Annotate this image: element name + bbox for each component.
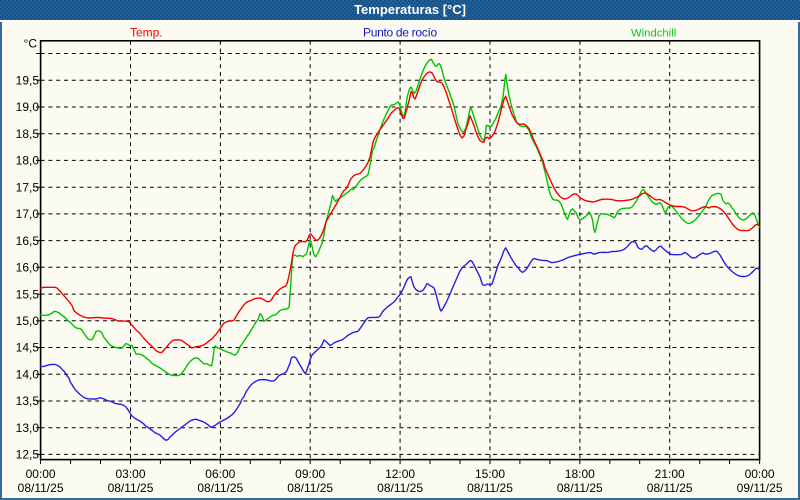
svg-text:16,0: 16,0 — [16, 261, 40, 275]
svg-text:08/11/25: 08/11/25 — [647, 481, 693, 495]
svg-text:12,5: 12,5 — [16, 448, 40, 462]
svg-text:14,0: 14,0 — [16, 368, 40, 382]
svg-text:08/11/25: 08/11/25 — [18, 481, 64, 495]
svg-text:15,0: 15,0 — [16, 314, 40, 328]
svg-text:06:00: 06:00 — [205, 467, 235, 481]
svg-text:08/11/25: 08/11/25 — [377, 481, 423, 495]
svg-text:08/11/25: 08/11/25 — [287, 481, 333, 495]
svg-text:08/11/25: 08/11/25 — [557, 481, 603, 495]
svg-text:°C: °C — [24, 37, 38, 51]
svg-text:19,5: 19,5 — [16, 73, 40, 87]
svg-text:00:00: 00:00 — [26, 467, 56, 481]
svg-text:15:00: 15:00 — [475, 467, 505, 481]
svg-text:08/11/25: 08/11/25 — [197, 481, 243, 495]
svg-text:17,5: 17,5 — [16, 180, 40, 194]
svg-text:16,5: 16,5 — [16, 234, 40, 248]
svg-text:00:00: 00:00 — [745, 467, 775, 481]
svg-text:08/11/25: 08/11/25 — [467, 481, 513, 495]
svg-text:17,0: 17,0 — [16, 207, 40, 221]
svg-text:Punto de rocío: Punto de rocío — [363, 26, 437, 40]
svg-text:09/11/25: 09/11/25 — [737, 481, 783, 495]
svg-text:13,0: 13,0 — [16, 421, 40, 435]
svg-text:21:00: 21:00 — [655, 467, 685, 481]
svg-text:09:00: 09:00 — [295, 467, 325, 481]
svg-text:08/11/25: 08/11/25 — [108, 481, 154, 495]
svg-text:Windchill: Windchill — [631, 28, 676, 40]
svg-text:18,0: 18,0 — [16, 154, 40, 168]
svg-text:12:00: 12:00 — [385, 467, 415, 481]
svg-text:19,0: 19,0 — [16, 100, 40, 114]
svg-text:18,5: 18,5 — [16, 127, 40, 141]
svg-text:13,5: 13,5 — [16, 394, 40, 408]
svg-text:03:00: 03:00 — [115, 467, 145, 481]
svg-text:14,5: 14,5 — [16, 341, 40, 355]
svg-text:18:00: 18:00 — [565, 467, 595, 481]
svg-text:Temp.: Temp. — [130, 26, 163, 40]
svg-text:15,5: 15,5 — [16, 287, 40, 301]
